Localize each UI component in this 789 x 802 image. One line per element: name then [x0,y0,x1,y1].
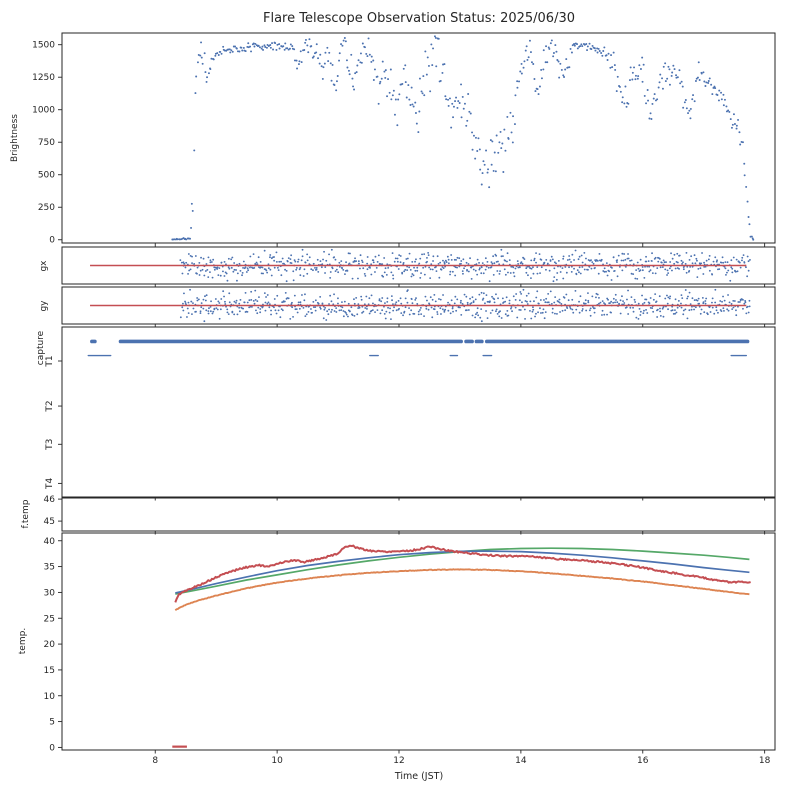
y-tick-label: 45 [44,517,55,527]
y-tick-label: 15 [44,666,55,676]
gx-scatter [179,248,751,283]
y-axis-label-capture: capture [36,330,46,365]
x-tick-label: 14 [515,756,527,766]
temp-red-line [174,544,751,603]
y-tick-label: T2 [45,400,55,412]
panel-gx [61,246,776,288]
panel-frame-gy [61,286,776,325]
panel-frame-brightness [61,32,776,244]
y-axis-label-brightness: Brightness [10,114,20,162]
y-tick-label: 1250 [32,73,55,83]
y-axis-label-gx: gx [39,260,49,272]
panel-series-brightness [171,35,755,241]
y-tick-label: 46 [44,495,56,505]
x-tick-label: 16 [637,756,649,766]
y-tick-label: 35 [44,563,55,573]
panel-ftemp: 45 46 [44,495,776,535]
y-tick-label: T3 [45,439,55,451]
brightness-scatter [171,35,755,241]
panel-gy [61,286,776,328]
y-tick-label: 0 [49,236,55,246]
panel-frame-temp [61,532,776,751]
x-tick-label: 18 [759,756,771,766]
y-tick-label: 750 [38,138,55,148]
panel-capture: T1 T2 T3 T4 [45,326,776,501]
panel-frame-capture [61,326,776,498]
y-tick-label: 40 [44,537,56,547]
y-tick-label: 1000 [32,106,55,116]
y-tick-label: 20 [44,640,56,650]
figure-title: Flare Telescope Observation Status: 2025… [263,11,575,26]
panel-series-temp [172,544,751,748]
y-axis-label-ftemp: f.temp [21,499,31,528]
y-tick-label: 25 [44,614,55,624]
y-tick-label: T1 [45,355,55,367]
panel-frame-ftemp [61,497,776,532]
panel-brightness: 0 250 500 750 1000 1250 1500 [32,32,776,247]
y-tick-label: 30 [44,588,56,598]
y-tick-label: 250 [38,203,55,213]
y-axis-label-gy: gy [39,300,49,312]
panel-series-gx [90,248,751,283]
panel-frame-gx [61,246,776,285]
x-tick-label: 12 [393,756,404,766]
panel-temp: 0 5 10 15 20 25 30 35 40 [44,532,776,754]
x-tick-label: 10 [271,756,283,766]
panel-series-gy [90,288,751,323]
panel-series-capture [87,339,750,357]
y-tick-label: 10 [44,692,56,702]
x-tick-label: 8 [152,756,158,766]
y-tick-label: 0 [49,743,55,753]
y-tick-label: 500 [38,171,55,181]
temp-orange-line [174,568,750,611]
y-tick-label: T4 [45,478,55,490]
x-axis-label: Time (JST) [394,771,443,782]
y-axis-label-temp: temp. [18,628,28,654]
y-tick-label: 1500 [32,41,55,51]
y-tick-label: 5 [49,718,55,728]
